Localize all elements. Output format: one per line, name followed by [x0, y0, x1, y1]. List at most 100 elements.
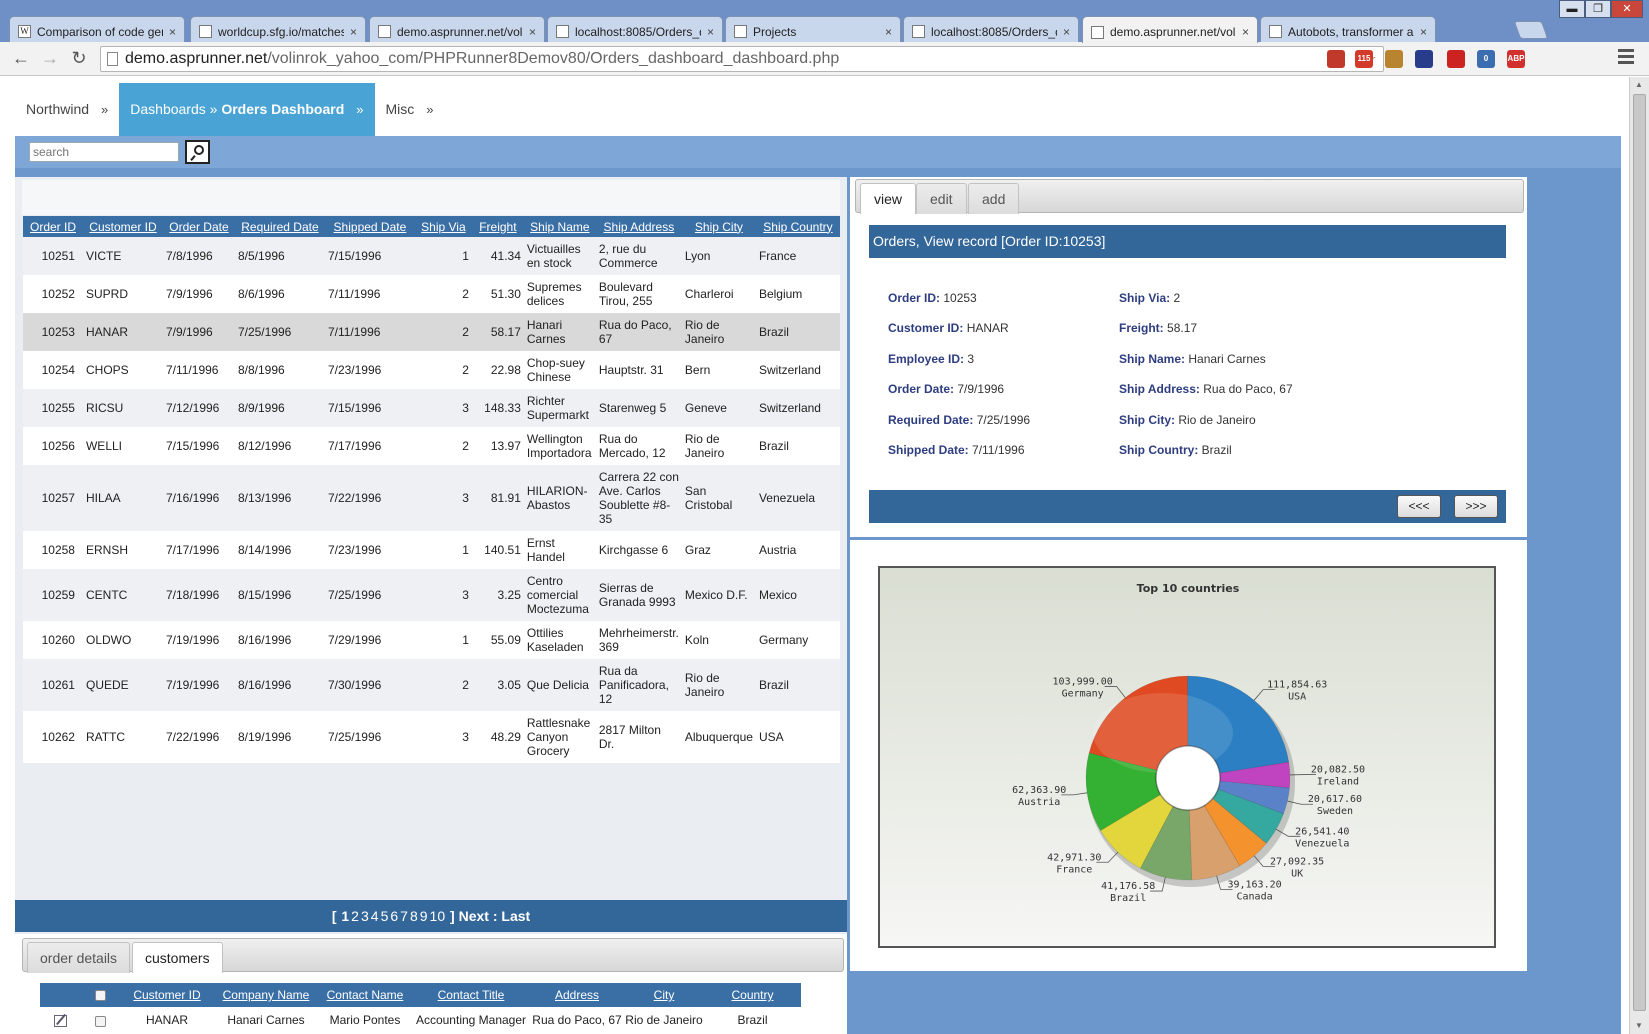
column-header[interactable]: Ship Via	[414, 216, 472, 237]
menu-arrow: »	[356, 102, 364, 117]
column-header[interactable]: Order Date	[162, 216, 235, 237]
page-link[interactable]: 9	[419, 908, 428, 924]
close-icon[interactable]: ×	[706, 24, 714, 39]
column-header[interactable]: Shipped Date	[324, 216, 415, 237]
browser-tab[interactable]: worldcup.sfg.io/matches ×	[190, 16, 366, 42]
adblock-plus-icon[interactable]: ABP	[1507, 50, 1525, 68]
column-header[interactable]: City	[624, 983, 704, 1007]
column-header[interactable]: Ship City	[681, 216, 756, 237]
select-all-checkbox[interactable]	[94, 990, 106, 1002]
page-link[interactable]: 8	[409, 908, 418, 924]
browser-tab[interactable]: demo.asprunner.net/voli ×	[369, 16, 545, 42]
table-row[interactable]: 10259 CENTC 7/18/1996 8/15/1996 7/25/1996 3 3.…	[23, 569, 840, 621]
page-link[interactable]: 4	[370, 908, 379, 924]
column-header[interactable]: Contact Name	[318, 983, 412, 1007]
table-cell: 3.05	[471, 659, 524, 711]
menu-item-dashboards[interactable]: Dashboards » Orders Dashboard »	[119, 83, 375, 136]
tab-add[interactable]: add	[968, 183, 1020, 214]
table-row[interactable]: 10254 CHOPS 7/11/1996 8/8/1996 7/23/1996 2 22.…	[23, 351, 840, 389]
next-record-button[interactable]: >>>	[1454, 495, 1498, 518]
table-row[interactable]: 10260 OLDWO 7/19/1996 8/16/1996 7/29/1996 1 55…	[23, 621, 840, 659]
close-icon[interactable]: ×	[528, 24, 536, 39]
menu-item-misc[interactable]: Misc »	[374, 83, 445, 136]
chrome-menu-icon[interactable]	[1618, 49, 1634, 67]
page-scrollbar[interactable]: ▲ ▼	[1629, 77, 1649, 1034]
next-page-link[interactable]: Next	[458, 908, 489, 924]
column-header[interactable]: Ship Name	[523, 216, 596, 237]
table-cell: 3	[414, 389, 472, 427]
table-cell: Wellington Importadora	[523, 427, 596, 465]
close-icon[interactable]: ×	[884, 24, 892, 39]
tab-customers[interactable]: customers	[132, 942, 223, 973]
address-bar[interactable]: demo.asprunner.net/volinrok_yahoo_com/PH…	[100, 46, 1384, 72]
column-header[interactable]: Freight	[471, 216, 524, 237]
browser-tab[interactable]: localhost:8085/Orders_da ×	[903, 16, 1079, 42]
edit-icon[interactable]	[53, 1015, 67, 1028]
field-value: HANAR	[966, 321, 1009, 336]
browser-tab[interactable]: Projects ×	[725, 16, 901, 42]
column-header[interactable]: Contact Title	[412, 983, 530, 1007]
tab-order-details[interactable]: order details	[27, 942, 131, 973]
table-row[interactable]: 10256 WELLI 7/15/1996 8/12/1996 7/17/1996 2 13…	[23, 427, 840, 465]
page-link[interactable]: 6	[390, 908, 399, 924]
browser-tab[interactable]: Autobots, transformer an ×	[1260, 16, 1436, 42]
flag-extension-icon[interactable]	[1415, 50, 1433, 68]
search-button[interactable]	[185, 140, 210, 164]
minimize-button[interactable]: ▬	[1559, 0, 1585, 18]
browser-tab[interactable]: localhost:8085/Orders_da ×	[547, 16, 723, 42]
bookmark-extension-icon[interactable]	[1327, 50, 1345, 68]
record-extension-icon[interactable]	[1447, 50, 1465, 68]
column-header[interactable]: Ship Address	[595, 216, 682, 237]
close-icon[interactable]: ×	[1419, 24, 1427, 39]
close-icon[interactable]: ×	[1241, 25, 1249, 39]
field-value: 7/25/1996	[976, 412, 1031, 427]
tab-edit[interactable]: edit	[916, 183, 967, 214]
close-icon[interactable]: ×	[1062, 24, 1070, 39]
table-row[interactable]: 10251 VICTE 7/8/1996 8/5/1996 7/15/1996 1 41.3…	[23, 237, 840, 275]
table-cell: 8/19/1996	[234, 711, 325, 763]
browser-tab[interactable]: demo.asprunner.net/voli ×	[1082, 16, 1258, 43]
page-link[interactable]: 2	[351, 908, 359, 924]
table-row[interactable]: 10261 QUEDE 7/19/1996 8/16/1996 7/30/1996 2 3.…	[23, 659, 840, 711]
table-row[interactable]: 10255 RICSU 7/12/1996 8/9/1996 7/15/1996 3 148…	[23, 389, 840, 427]
column-header[interactable]: Order ID	[23, 216, 83, 237]
browser-tab[interactable]: W Comparison of code gen ×	[9, 16, 185, 42]
column-header[interactable]: Address	[530, 983, 624, 1007]
cookie-icon[interactable]	[1385, 50, 1403, 68]
page-link[interactable]: 3	[360, 908, 369, 924]
table-row[interactable]: 10258 ERNSH 7/17/1996 8/14/1996 7/23/1996 1 14…	[23, 531, 840, 569]
counter-extension-icon[interactable]: 0	[1477, 50, 1495, 68]
table-row[interactable]: 10257 HILAA 7/16/1996 8/13/1996 7/22/1996 3 81…	[23, 465, 840, 531]
reload-icon[interactable]: ↻	[71, 48, 87, 68]
page-link[interactable]: 5	[380, 908, 389, 924]
grid-footer	[22, 865, 840, 899]
page-icon	[556, 25, 569, 38]
column-header[interactable]: Customer ID	[120, 983, 214, 1007]
page-link[interactable]: 1	[341, 908, 350, 924]
close-icon[interactable]: ×	[349, 24, 357, 39]
column-header[interactable]: Customer ID	[82, 216, 163, 237]
close-window-button[interactable]: ✕	[1611, 0, 1643, 18]
maximize-button[interactable]: ❐	[1585, 0, 1611, 18]
row-checkbox[interactable]	[94, 1015, 106, 1027]
column-header[interactable]: Company Name	[214, 983, 318, 1007]
forward-arrow-icon[interactable]: →	[41, 48, 59, 68]
scrollbar-thumb[interactable]	[1633, 94, 1646, 1011]
close-icon[interactable]: ×	[168, 24, 176, 39]
prev-record-button[interactable]: <<<	[1397, 495, 1441, 518]
column-header[interactable]: Required Date	[234, 216, 325, 237]
tab-view[interactable]: view	[860, 183, 917, 214]
table-row[interactable]: 10252 SUPRD 7/9/1996 8/6/1996 7/11/1996 2 51.3…	[23, 275, 840, 313]
back-arrow-icon[interactable]: ←	[12, 48, 30, 68]
search-input[interactable]	[29, 142, 179, 162]
column-header[interactable]: Ship Country	[755, 216, 840, 237]
gmail-counter-icon[interactable]: 115	[1355, 50, 1373, 68]
page-link[interactable]: 7	[400, 908, 408, 924]
table-row[interactable]: 10253 HANAR 7/9/1996 7/25/1996 7/11/1996 2 58.…	[23, 313, 840, 351]
last-page-link[interactable]: Last	[501, 908, 531, 924]
menu-item-northwind[interactable]: Northwind »	[15, 83, 120, 136]
page-link[interactable]: 10	[429, 908, 446, 924]
column-header[interactable]: Country	[704, 983, 801, 1007]
table-row[interactable]: 10262 RATTC 7/22/1996 8/19/1996 7/25/1996 3 48…	[23, 711, 840, 763]
wikipedia-icon: W	[18, 25, 31, 38]
